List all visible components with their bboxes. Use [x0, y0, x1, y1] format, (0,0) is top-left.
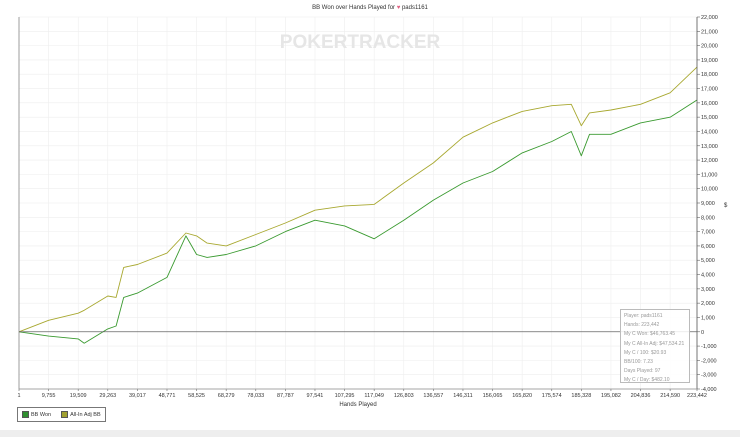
info-per-day: My C / Day: $482.10: [624, 377, 670, 384]
legend-item-allin-adj[interactable]: All-In Adj BB: [61, 411, 101, 418]
x-tick-label: 29,263: [99, 393, 116, 399]
y-tick-label: 8,000: [701, 215, 715, 221]
legend-label: BB Won: [31, 411, 52, 418]
series-group: [18, 66, 698, 344]
y-tick-label: 20,000: [701, 44, 718, 50]
y-tick-label: -4,000: [701, 387, 717, 393]
axes: 1 9,755 19,509 29,263 39,017 48,771 58,525 68,2…: [17, 15, 717, 399]
legend: BB Won All-In Adj BB: [17, 407, 106, 422]
x-tick-label: 117,049: [364, 393, 383, 399]
x-tick-label: 39,017: [129, 393, 146, 399]
info-days: Days Played: 97: [624, 368, 661, 375]
x-tick-label: 126,803: [394, 393, 414, 399]
x-tick-label: 19,509: [70, 393, 87, 399]
bottom-strip: [0, 430, 740, 437]
info-hands: Hands: 223,442: [624, 322, 660, 329]
y-tick-label: 6,000: [701, 244, 715, 250]
y-tick-label: 22,000: [701, 15, 718, 21]
y-axis-label: $: [724, 203, 728, 209]
y-tick-label: 2,000: [701, 301, 715, 307]
x-tick-label: 195,082: [601, 393, 621, 399]
y-tick-label: 18,000: [701, 72, 718, 78]
y-tick-label: 9,000: [701, 201, 715, 207]
info-per-100: My C / 100: $20.93: [624, 349, 667, 356]
x-tick-label: 185,328: [571, 393, 591, 399]
chart-title: BB Won over Hands Played for ♥ pads1161: [0, 5, 740, 11]
info-allin-adj: My C All-In Adj: $47,534.21: [624, 340, 685, 347]
y-tick-label: 19,000: [701, 58, 718, 64]
x-tick-label: 1: [17, 393, 20, 399]
heart-icon: ♥: [396, 5, 401, 11]
y-tick-label: 10,000: [701, 187, 718, 193]
x-tick-label: 156,065: [483, 393, 503, 399]
x-tick-label: 146,311: [453, 393, 472, 399]
x-tick-label: 48,771: [159, 393, 176, 399]
y-tick-label: 3,000: [701, 287, 715, 293]
y-tick-label: -1,000: [701, 344, 717, 350]
info-bb-100: BB/100: 7.23: [624, 359, 653, 366]
x-axis-label: Hands Played: [339, 402, 376, 408]
x-tick-label: 223,442: [687, 393, 707, 399]
x-tick-label: 175,574: [542, 393, 562, 399]
x-tick-label: 214,590: [660, 393, 680, 399]
x-tick-label: 204,836: [631, 393, 651, 399]
y-tick-label: 5,000: [701, 258, 715, 264]
watermark: POKERTRACKER: [280, 32, 441, 53]
title-player: pads1161: [401, 5, 428, 11]
y-tick-label: 11,000: [701, 172, 717, 178]
y-tick-label: 13,000: [701, 144, 718, 150]
x-tick-label: 87,787: [277, 393, 294, 399]
y-tick-label: 7,000: [701, 230, 715, 236]
y-tick-label: 0: [701, 330, 704, 336]
x-tick-label: 78,033: [247, 393, 264, 399]
y-tick-label: 1,000: [701, 315, 715, 321]
y-tick-label: 16,000: [701, 101, 718, 107]
x-tick-label: 58,525: [188, 393, 205, 399]
x-tick-label: 107,295: [335, 393, 355, 399]
legend-swatch: [22, 411, 29, 418]
x-tick-label: 68,279: [218, 393, 235, 399]
x-tick-label: 165,820: [512, 393, 532, 399]
stats-info-box: Player: pads1161 Hands: 223,442 My C Won…: [620, 309, 690, 383]
grid: [18, 16, 698, 390]
y-tick-label: 17,000: [701, 87, 718, 93]
y-tick-label: 12,000: [701, 158, 718, 164]
y-tick-label: 14,000: [701, 129, 718, 135]
legend-swatch: [61, 411, 69, 418]
info-player: Player: pads1161: [624, 313, 663, 319]
series-line-bb-won: [18, 99, 698, 344]
x-tick-label: 97,541: [307, 393, 324, 399]
y-tick-label: -2,000: [701, 358, 717, 364]
title-text: BB Won over Hands Played for: [312, 5, 396, 11]
x-tick-label: 136,557: [423, 393, 443, 399]
info-won: My C Won: $46,763.45: [624, 331, 676, 338]
y-tick-label: -3,000: [701, 373, 717, 379]
y-tick-label: 15,000: [701, 115, 718, 121]
y-tick-label: 21,000: [701, 29, 718, 35]
x-tick-label: 9,755: [42, 393, 56, 399]
y-tick-label: 4,000: [701, 273, 715, 279]
legend-item-bb-won[interactable]: BB Won: [22, 411, 51, 418]
series-line-all-in-adj-bb: [18, 66, 698, 333]
legend-label: All-In Adj BB: [70, 411, 101, 418]
